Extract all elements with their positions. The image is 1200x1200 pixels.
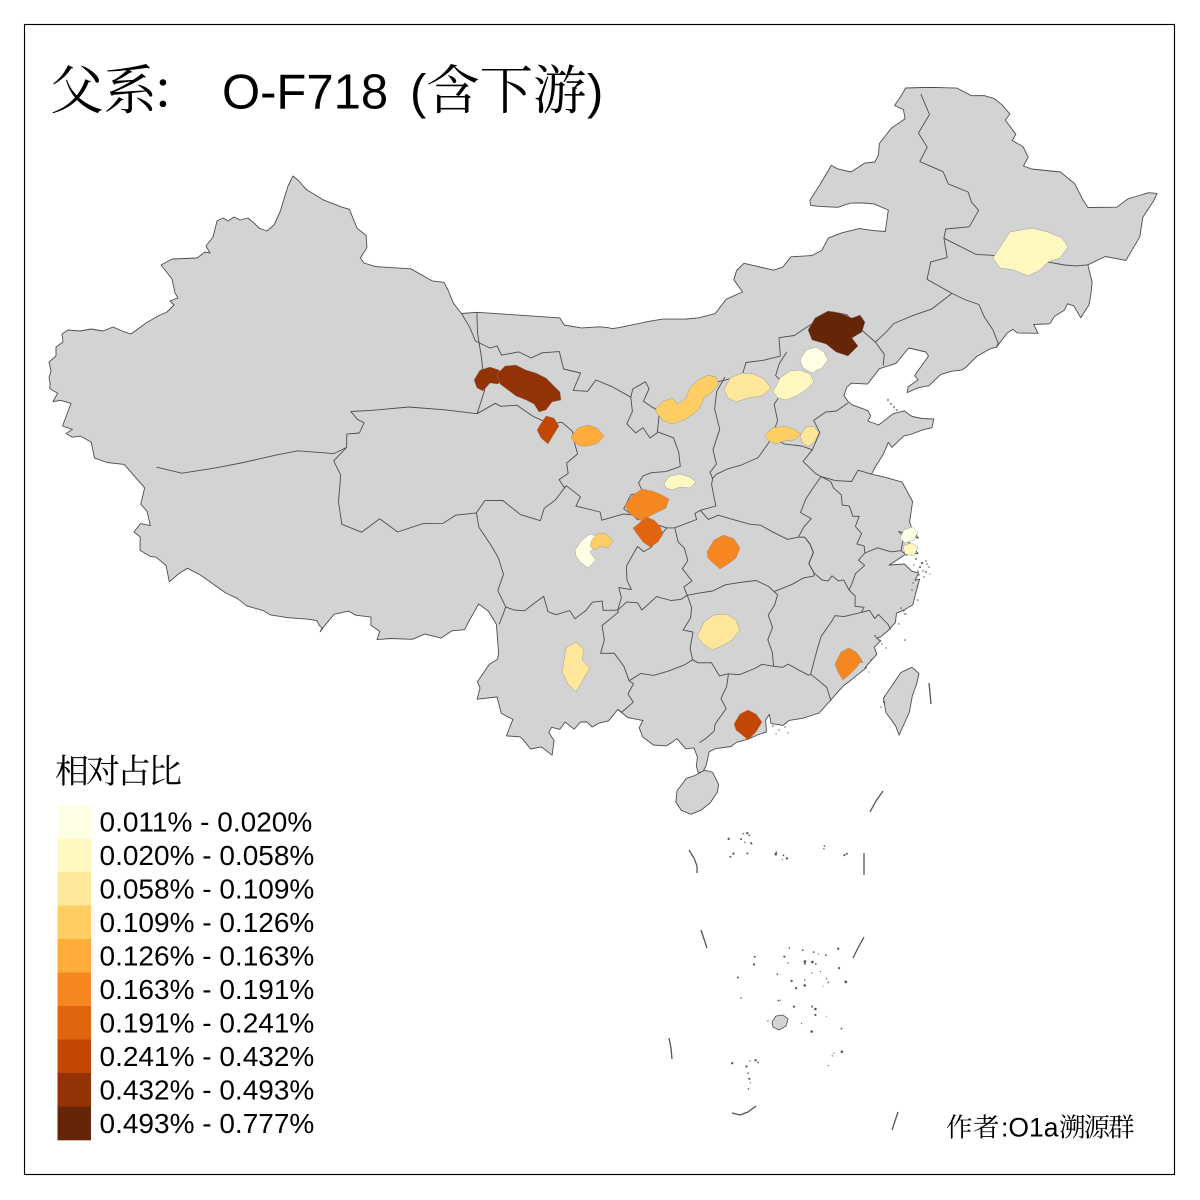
svg-text:0.126% - 0.163%: 0.126% - 0.163% <box>100 941 315 972</box>
svg-text::O1a: :O1a <box>1001 1113 1059 1143</box>
svg-text:(: ( <box>410 66 427 120</box>
svg-text:0.241% - 0.432%: 0.241% - 0.432% <box>100 1041 315 1072</box>
svg-text:0.058% - 0.109%: 0.058% - 0.109% <box>100 874 315 905</box>
svg-text:0.432% - 0.493%: 0.432% - 0.493% <box>100 1075 315 1106</box>
svg-text:O-F718: O-F718 <box>222 66 388 120</box>
svg-text:0.191% - 0.241%: 0.191% - 0.241% <box>100 1008 315 1039</box>
svg-text:0.163% - 0.191%: 0.163% - 0.191% <box>100 974 315 1005</box>
svg-text:0.020% - 0.058%: 0.020% - 0.058% <box>100 840 315 871</box>
svg-text:): ) <box>587 66 603 120</box>
svg-text:0.493% - 0.777%: 0.493% - 0.777% <box>100 1108 315 1139</box>
svg-text:0.109% - 0.126%: 0.109% - 0.126% <box>100 907 315 938</box>
svg-text:0.011% - 0.020%: 0.011% - 0.020% <box>100 807 313 838</box>
